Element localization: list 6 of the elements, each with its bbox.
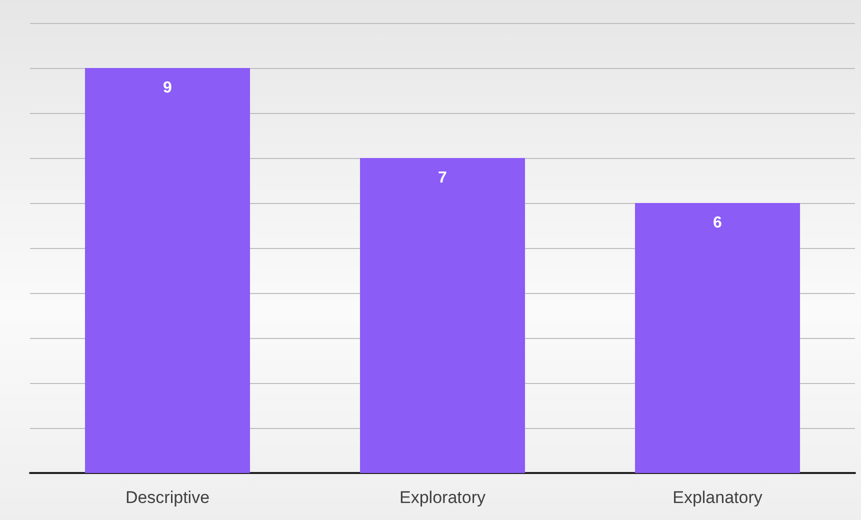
data-label: 6 [713, 214, 722, 232]
data-label: 9 [163, 80, 172, 96]
x-tick-label: Explanatory [672, 488, 763, 507]
x-tick-label: Exploratory [400, 488, 486, 507]
x-tick-label: Descriptive [125, 488, 210, 507]
data-label: 7 [438, 170, 448, 186]
